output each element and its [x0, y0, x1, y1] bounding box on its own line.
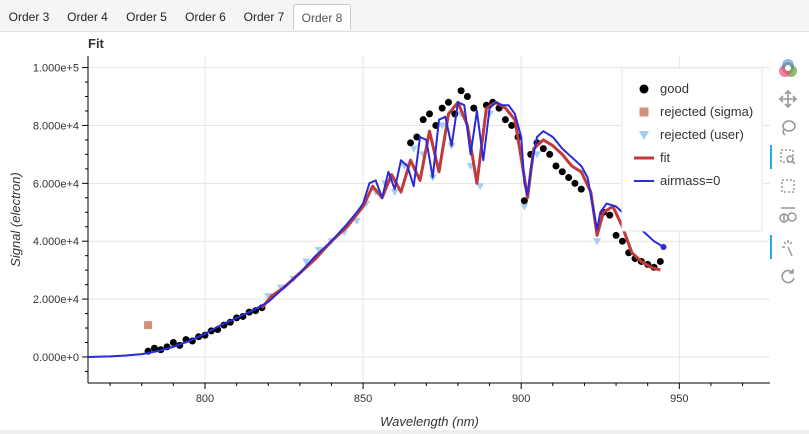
tab-order-6[interactable]: Order 6	[185, 10, 226, 24]
airmass-line[interactable]	[87, 101, 665, 358]
good-point[interactable]	[606, 211, 614, 219]
rejected-user-point[interactable]	[520, 203, 529, 211]
good-point[interactable]	[520, 197, 528, 205]
legend-sigma-glyph	[639, 107, 649, 117]
x-tick-label: 950	[670, 393, 688, 405]
rejected-user-point[interactable]	[409, 145, 418, 153]
legend-item-label: good	[660, 81, 689, 96]
good-point[interactable]	[546, 150, 554, 158]
box-select-icon[interactable]	[773, 174, 803, 198]
y-tick-label: 8.000e+4	[33, 120, 79, 132]
point-draw-icon[interactable]	[773, 204, 803, 228]
legend-user-glyph	[639, 131, 649, 140]
good-point[interactable]	[565, 174, 573, 182]
rejected-user-point[interactable]	[533, 151, 542, 159]
good-point[interactable]	[539, 145, 547, 153]
y-axis-label: Signal (electron)	[8, 172, 23, 267]
good-point[interactable]	[552, 162, 560, 170]
rejected-user-point[interactable]	[264, 293, 273, 301]
rejected-user-point[interactable]	[476, 183, 485, 191]
rejected-user-point[interactable]	[352, 217, 361, 225]
rejected-user-point[interactable]	[390, 189, 399, 197]
good-point[interactable]	[438, 104, 446, 112]
good-point[interactable]	[501, 116, 509, 124]
legend-item-label: fit	[660, 150, 671, 165]
fit-line[interactable]	[260, 100, 661, 309]
good-point[interactable]	[457, 87, 465, 95]
rejected-user-point[interactable]	[302, 258, 311, 266]
x-axis-label: Wavelength (nm)	[380, 414, 479, 429]
good-point[interactable]	[558, 168, 566, 176]
good-point[interactable]	[470, 104, 478, 112]
good-point[interactable]	[407, 139, 415, 147]
x-tick-label: 850	[354, 393, 372, 405]
pan-icon[interactable]	[773, 87, 803, 111]
tab-bar: Order 3 Order 4 Order 5 Order 6 Order 7 …	[0, 0, 809, 32]
good-point[interactable]	[169, 338, 177, 346]
y-tick-label: 0.000e+0	[33, 352, 79, 364]
airmass-end-point	[660, 243, 667, 250]
tab-order-4[interactable]: Order 4	[67, 10, 108, 24]
tab-order-5[interactable]: Order 5	[126, 10, 167, 24]
reset-icon[interactable]	[773, 264, 803, 288]
rejected-sigma-point[interactable]	[144, 321, 153, 330]
good-point[interactable]	[419, 116, 427, 124]
scroll-edge	[0, 430, 809, 434]
tap-icon[interactable]	[770, 235, 803, 259]
y-tick-label: 2.000e+4	[33, 294, 79, 306]
legend-item-label: rejected (sigma)	[660, 104, 753, 119]
good-point[interactable]	[150, 344, 158, 352]
good-point[interactable]	[444, 98, 452, 106]
box-zoom-icon[interactable]	[770, 145, 803, 169]
legend-good-glyph	[639, 84, 649, 94]
rejected-user-point[interactable]	[438, 122, 447, 130]
good-point[interactable]	[618, 237, 626, 245]
tab-order-7[interactable]: Order 7	[243, 10, 285, 24]
chart-title: Fit	[88, 36, 105, 51]
good-point[interactable]	[463, 93, 471, 101]
good-point[interactable]	[426, 110, 433, 118]
rejected-user-point[interactable]	[314, 246, 323, 254]
legend-item-label: airmass=0	[660, 173, 720, 188]
good-point[interactable]	[577, 185, 585, 193]
tab-order-3[interactable]: Order 3	[8, 10, 50, 24]
y-tick-label: 4.000e+4	[33, 236, 79, 248]
x-tick-label: 800	[196, 393, 214, 405]
tab-order-8[interactable]: Order 8	[293, 4, 351, 30]
y-tick-label: 6.000e+4	[33, 178, 79, 190]
good-point[interactable]	[413, 133, 421, 141]
bokeh-logo-icon[interactable]	[773, 56, 803, 80]
good-point[interactable]	[612, 231, 620, 239]
good-point[interactable]	[656, 257, 664, 265]
good-point[interactable]	[508, 121, 516, 129]
good-point[interactable]	[571, 179, 579, 187]
x-tick-label: 900	[512, 393, 530, 405]
chart-canvas[interactable]: 800 850 900 950 0.000e+0 2.000e+4 4.000e+4 6.00…	[0, 31, 770, 430]
legend	[621, 67, 763, 232]
rejected-user-point[interactable]	[593, 238, 602, 246]
y-tick-label: 1.000e+5	[33, 63, 79, 75]
legend-item-label: rejected (user)	[660, 127, 744, 142]
lasso-select-icon[interactable]	[773, 116, 803, 140]
